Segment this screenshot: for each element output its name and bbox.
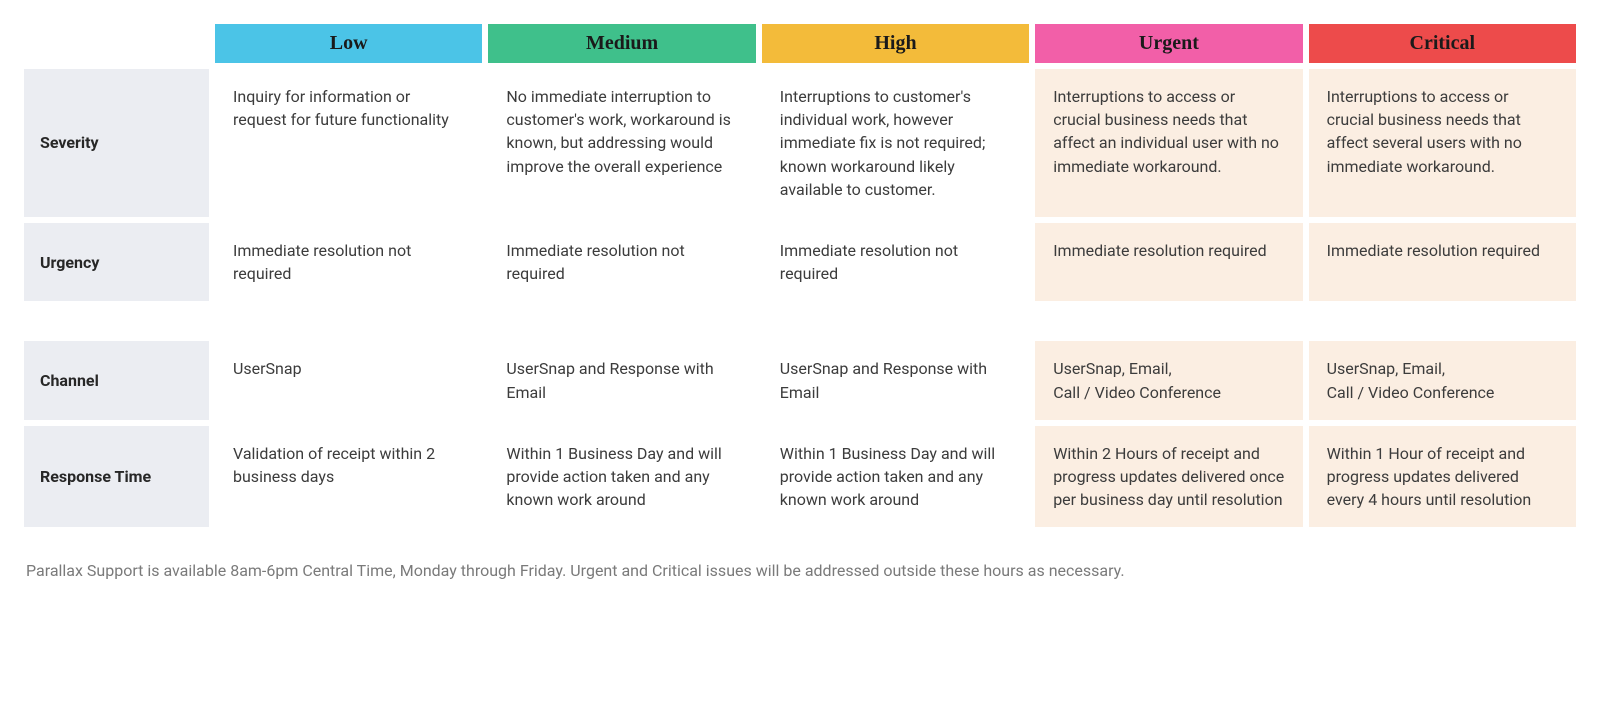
cell-channel-high: UserSnap and Response with Email (762, 341, 1029, 419)
col-head-critical: Critical (1309, 24, 1576, 63)
cell-response_time-urgent: Within 2 Hours of receipt and progress u… (1035, 426, 1302, 528)
cell-response_time-high: Within 1 Business Day and will provide a… (762, 426, 1029, 528)
cell-urgency-medium: Immediate resolution not required (488, 223, 755, 301)
corner-empty (24, 24, 209, 63)
support-matrix-table: LowMediumHighUrgentCritical SeverityInqui… (24, 24, 1576, 527)
row-head-urgency: Urgency (24, 223, 209, 301)
cell-urgency-low: Immediate resolution not required (215, 223, 482, 301)
section-gap (24, 307, 1576, 335)
cell-urgency-critical: Immediate resolution required (1309, 223, 1576, 301)
cell-severity-medium: No immediate interruption to customer's … (488, 69, 755, 217)
cell-response_time-medium: Within 1 Business Day and will provide a… (488, 426, 755, 528)
row-head-severity: Severity (24, 69, 209, 217)
cell-response_time-low: Validation of receipt within 2 business … (215, 426, 482, 528)
cell-response_time-critical: Within 1 Hour of receipt and progress up… (1309, 426, 1576, 528)
col-head-low: Low (215, 24, 482, 63)
cell-severity-low: Inquiry for information or request for f… (215, 69, 482, 217)
col-head-urgent: Urgent (1035, 24, 1302, 63)
cell-channel-critical: UserSnap, Email,Call / Video Conference (1309, 341, 1576, 419)
footnote-text: Parallax Support is available 8am-6pm Ce… (24, 561, 1576, 580)
col-head-medium: Medium (488, 24, 755, 63)
row-head-response_time: Response Time (24, 426, 209, 528)
cell-urgency-urgent: Immediate resolution required (1035, 223, 1302, 301)
cell-severity-urgent: Interruptions to access or crucial busin… (1035, 69, 1302, 217)
cell-severity-critical: Interruptions to access or crucial busin… (1309, 69, 1576, 217)
row-head-channel: Channel (24, 341, 209, 419)
cell-channel-medium: UserSnap and Response with Email (488, 341, 755, 419)
cell-channel-low: UserSnap (215, 341, 482, 419)
col-head-high: High (762, 24, 1029, 63)
cell-severity-high: Interruptions to customer's individual w… (762, 69, 1029, 217)
cell-urgency-high: Immediate resolution not required (762, 223, 1029, 301)
cell-channel-urgent: UserSnap, Email,Call / Video Conference (1035, 341, 1302, 419)
